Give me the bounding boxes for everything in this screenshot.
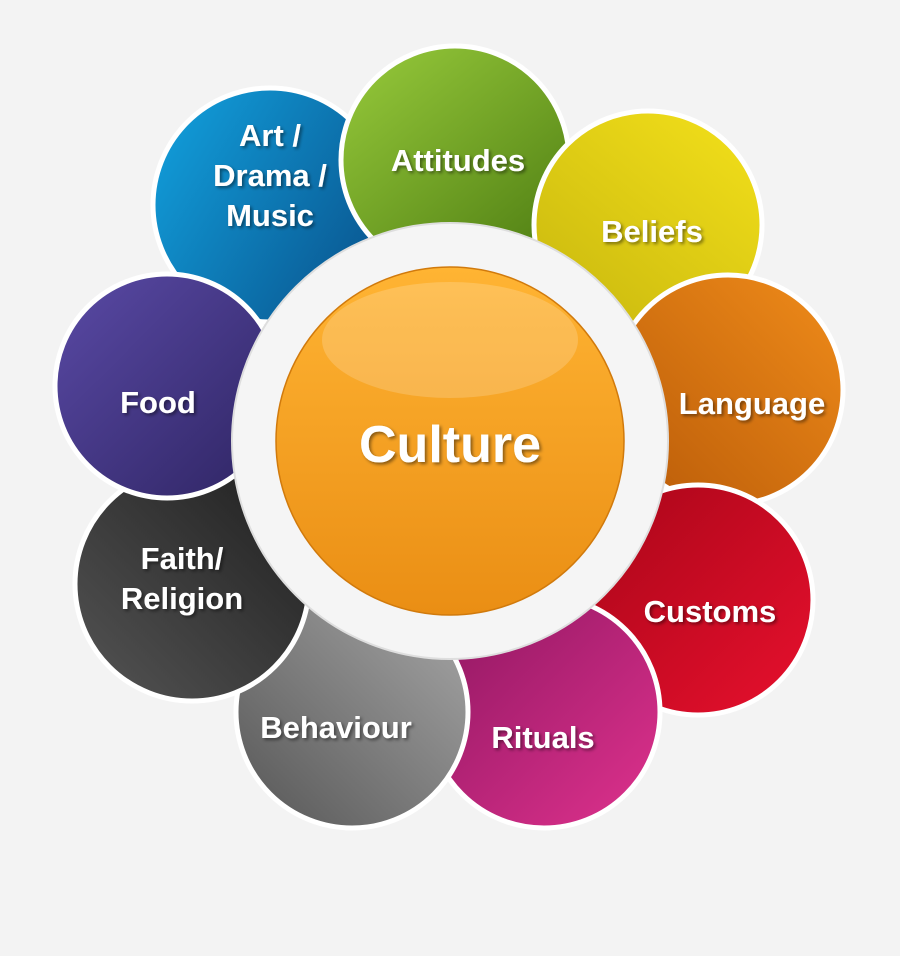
center-node: Culture <box>275 266 625 616</box>
petal-label-customs-line-1: Customs <box>644 594 777 629</box>
petal-label-rituals-line-1: Rituals <box>491 720 594 755</box>
petal-label-art-drama-music-line-1: Art / <box>239 118 301 153</box>
petal-label-attitudes-line-1: Attitudes <box>391 143 525 178</box>
petal-language: Language <box>610 272 846 508</box>
center-label: Culture <box>359 416 541 474</box>
petal-label-beliefs-line-1: Beliefs <box>601 214 703 249</box>
petal-label-language-line-1: Language <box>679 386 825 421</box>
center-circle <box>275 266 625 616</box>
petal-label-art-drama-music-line-3: Music <box>226 198 314 233</box>
petal-label-faith-religion-line-2: Religion <box>121 581 243 616</box>
petal-label-food-line-1: Food <box>120 385 196 420</box>
petal-label-art-drama-music-line-2: Drama / <box>213 158 327 193</box>
petal-food: Food <box>52 271 282 501</box>
petal-label-faith-religion-line-1: Faith/ <box>141 541 224 576</box>
petal-label-behaviour-line-1: Behaviour <box>260 710 412 745</box>
center-highlight <box>322 282 578 398</box>
